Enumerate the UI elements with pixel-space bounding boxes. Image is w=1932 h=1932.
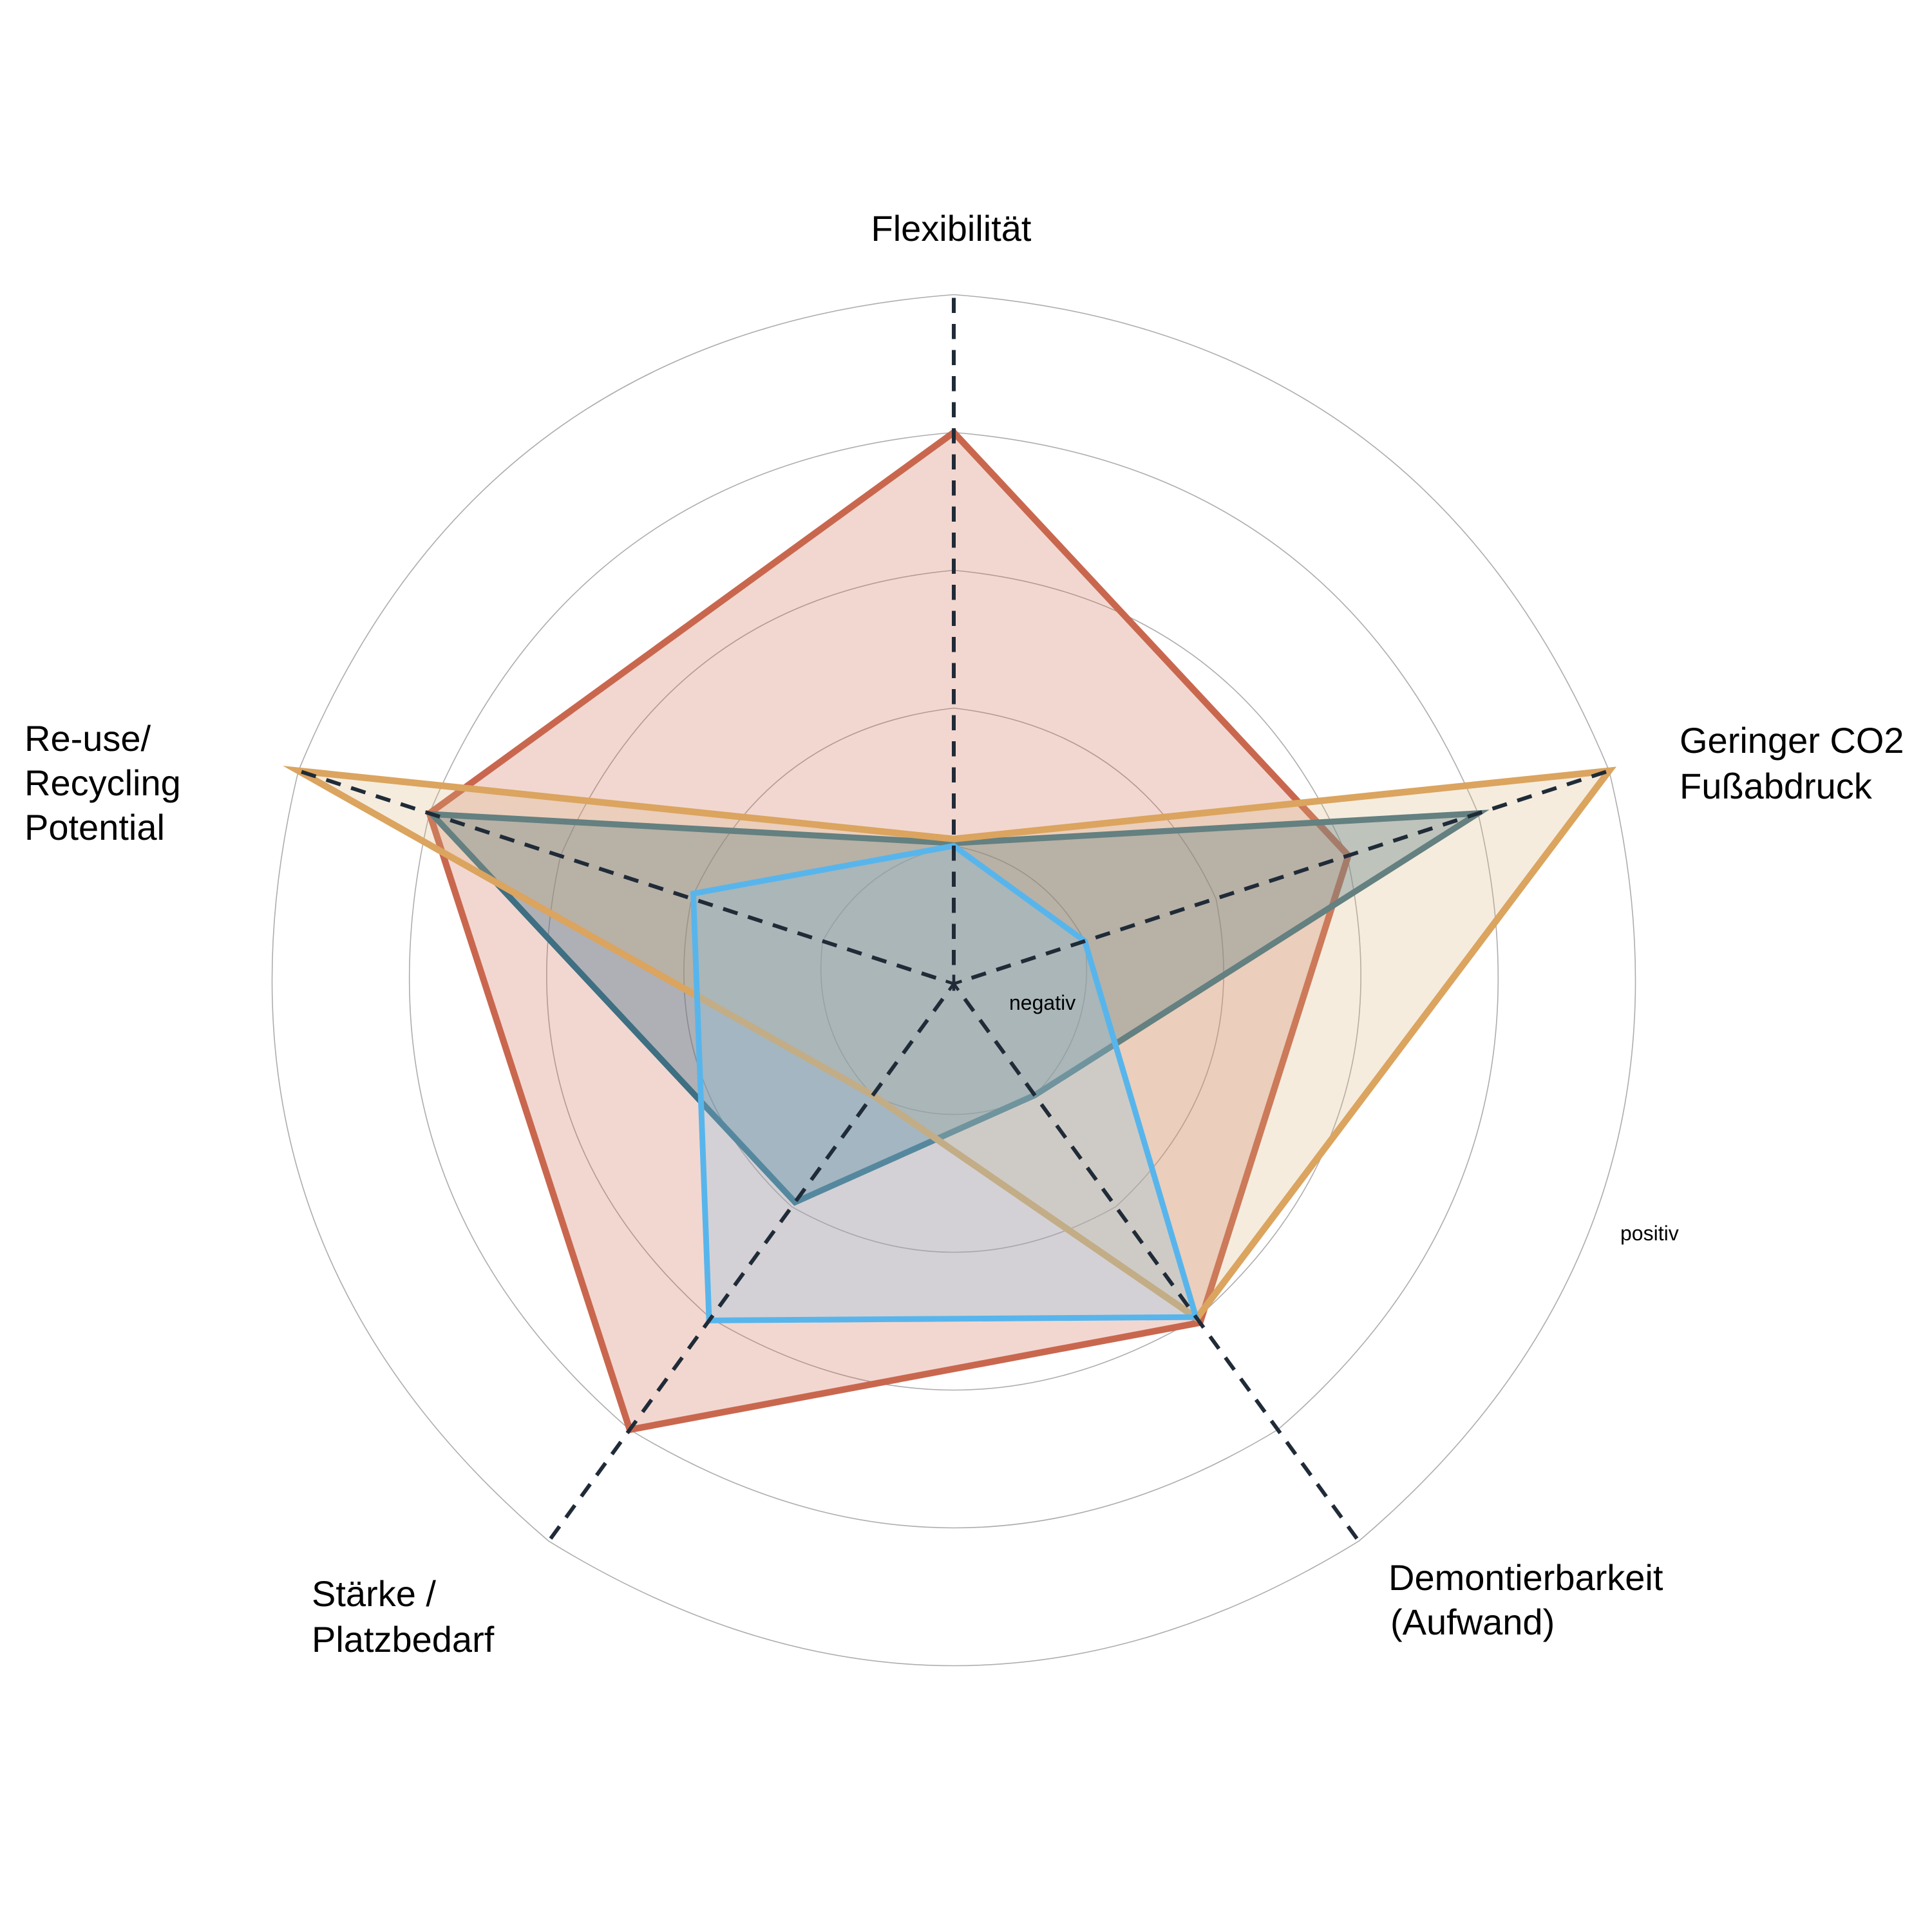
svg-text:Flexibilität: Flexibilität xyxy=(871,208,1032,249)
svg-text:Recycling: Recycling xyxy=(24,762,181,803)
svg-text:Demontierbarkeit: Demontierbarkeit xyxy=(1388,1557,1663,1598)
svg-text:negativ: negativ xyxy=(1009,991,1075,1014)
svg-text:positiv: positiv xyxy=(1620,1222,1679,1245)
svg-text:Re-use/: Re-use/ xyxy=(24,718,151,759)
svg-text:Geringer CO2: Geringer CO2 xyxy=(1680,720,1904,761)
svg-text:Platzbedarf: Platzbedarf xyxy=(312,1619,495,1660)
svg-text:Fußabdruck: Fußabdruck xyxy=(1680,766,1873,806)
svg-text:Stärke /: Stärke / xyxy=(312,1573,436,1614)
svg-text:Potential: Potential xyxy=(24,807,165,848)
svg-text:(Aufwand): (Aufwand) xyxy=(1390,1602,1555,1642)
